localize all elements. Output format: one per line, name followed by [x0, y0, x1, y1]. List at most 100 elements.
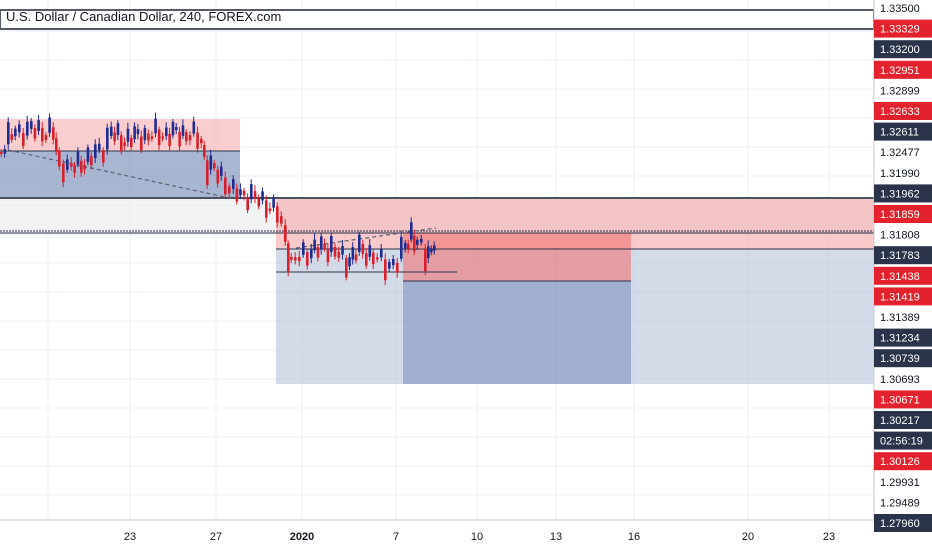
- candle-body-76: [272, 197, 275, 208]
- candle-body-3: [10, 134, 14, 140]
- price-label-02-56-19-bg: [874, 431, 932, 450]
- candle-body-82: [294, 257, 297, 261]
- candle-body-52: [185, 132, 188, 142]
- price-label-1-32611-bg: [874, 122, 932, 141]
- candle-body-4: [14, 128, 17, 137]
- candle-body-86: [310, 248, 313, 259]
- candle-body-21: [76, 151, 80, 165]
- candle-body-14: [52, 127, 55, 140]
- candle-body-44: [157, 129, 161, 146]
- symbol-title: U.S. Dollar / Canadian Dollar, 240, FORE…: [6, 9, 282, 24]
- price-label-1-29489: 1.29489: [880, 497, 920, 509]
- candle-body-33: [120, 135, 123, 152]
- candle-body-70: [250, 184, 253, 200]
- candle-body-85: [306, 252, 309, 266]
- price-label-1-31808: 1.31808: [880, 230, 920, 242]
- candle-body-49: [175, 126, 178, 131]
- candle-body-71: [253, 191, 257, 199]
- candle-body-93: [333, 246, 337, 257]
- candle-body-41: [147, 133, 150, 141]
- price-label-1-31859: 1.31859: [880, 209, 920, 221]
- candle-body-5: [18, 124, 21, 133]
- price-label-1-27960-bg: [874, 514, 932, 532]
- price-label-1-30126: 1.30126: [880, 456, 920, 468]
- candle-body-32: [116, 123, 120, 135]
- candle-body-120: [430, 248, 433, 253]
- candle-body-39: [140, 136, 143, 151]
- time-axis[interactable]: 23 27 2020 7 10 13 16 20 23: [0, 519, 874, 550]
- candle-body-94: [337, 251, 341, 258]
- price-axis[interactable]: 1.33500 1.33329 1.33200 1.32951 1.32899 1.326…: [873, 0, 932, 550]
- candle-body-51: [181, 125, 185, 136]
- candle-body-116: [416, 239, 419, 245]
- candle-body-1: [3, 149, 7, 154]
- candle-body-117: [420, 238, 423, 243]
- trend-lines: [7, 149, 437, 249]
- candle-body-91: [326, 249, 330, 263]
- candle-body-90: [323, 243, 326, 249]
- candle-body-60: [213, 163, 216, 169]
- time-label-2: 2020: [290, 531, 314, 543]
- candle-body-61: [216, 169, 220, 184]
- price-label-1-32951-bg: [874, 60, 932, 79]
- trend-line-1: [7, 149, 235, 200]
- candle-body-48: [171, 121, 175, 136]
- candle-body-16: [58, 150, 61, 167]
- candle-body-25: [90, 156, 93, 166]
- price-label-1-32951: 1.32951: [880, 65, 920, 77]
- price-label-1-32477: 1.32477: [880, 147, 920, 159]
- candle-body-115: [413, 235, 416, 252]
- candle-body-69: [246, 197, 249, 211]
- candle-body-38: [136, 129, 140, 135]
- candle-body-109: [392, 259, 395, 266]
- candle-body-105: [376, 257, 379, 260]
- price-label-1-31389: 1.31389: [880, 312, 920, 324]
- candle-body-77: [276, 206, 279, 223]
- candle-body-37: [133, 126, 136, 140]
- time-label-7: 20: [742, 531, 754, 543]
- candle-body-66: [235, 188, 239, 202]
- price-label-1-31783: 1.31783: [880, 250, 920, 262]
- candle-body-56: [200, 138, 203, 144]
- candle-body-57: [203, 145, 206, 157]
- price-label-1-30739: 1.30739: [880, 353, 920, 365]
- price-label-1-32633-bg: [874, 102, 932, 120]
- candle-body-12: [44, 135, 48, 140]
- candle-body-34: [123, 142, 126, 147]
- price-label-1-32611: 1.32611: [880, 127, 919, 139]
- price-label-1-30217-bg: [874, 411, 932, 429]
- candle-body-63: [224, 177, 227, 195]
- position-zones: [0, 119, 874, 384]
- candle-body-43: [154, 118, 157, 134]
- candle-body-106: [380, 249, 383, 258]
- trend-line-2: [295, 227, 437, 249]
- candle-body-59: [209, 155, 213, 170]
- candle-body-36: [130, 137, 133, 148]
- candle-body-89: [320, 236, 323, 250]
- candle-body-75: [268, 208, 272, 212]
- price-label-1-31234: 1.31234: [880, 333, 920, 345]
- price-label-1-30739-bg: [874, 349, 932, 368]
- candle-body-45: [161, 136, 165, 139]
- target-zone-3: [403, 281, 631, 384]
- price-label-1-30671-bg: [874, 390, 932, 409]
- candle-body-72: [257, 197, 261, 207]
- price-label-1-33329-bg: [874, 19, 932, 38]
- price-label-1-33329: 1.33329: [880, 24, 920, 36]
- candle-body-7: [26, 121, 29, 136]
- stop-zone-3: [403, 233, 631, 281]
- candle-body-78: [280, 216, 283, 224]
- candle-body-27: [98, 143, 101, 151]
- candle-body-83: [298, 256, 301, 262]
- candle-body-79: [284, 225, 287, 242]
- candle-body-31: [113, 132, 116, 142]
- price-label-1-31962-bg: [874, 184, 932, 203]
- candle-body-47: [168, 133, 171, 147]
- time-label-1: 27: [210, 531, 222, 543]
- candle-body-62: [220, 166, 223, 176]
- candle-body-29: [106, 127, 109, 150]
- price-label-1-30671: 1.30671: [880, 394, 920, 406]
- candle-body-103: [368, 245, 372, 257]
- time-label-5: 13: [550, 531, 562, 543]
